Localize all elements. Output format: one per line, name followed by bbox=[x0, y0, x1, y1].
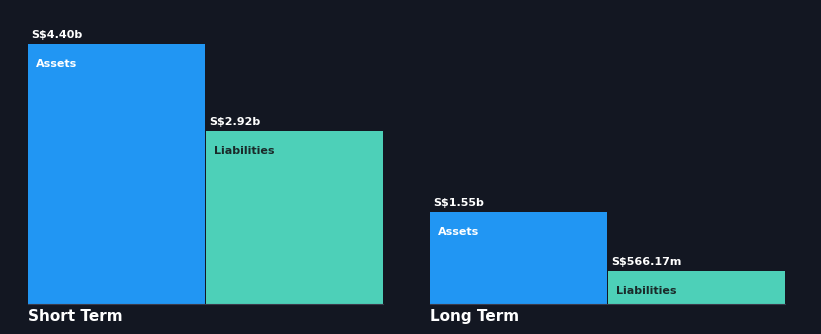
Text: Liabilities: Liabilities bbox=[616, 286, 677, 296]
Text: S$4.40b: S$4.40b bbox=[31, 30, 82, 40]
Bar bbox=[430, 212, 607, 304]
Bar bbox=[206, 132, 383, 304]
Text: S$2.92b: S$2.92b bbox=[209, 118, 260, 128]
Text: Short Term: Short Term bbox=[28, 309, 122, 324]
Text: S$1.55b: S$1.55b bbox=[433, 198, 484, 208]
Bar bbox=[608, 271, 785, 304]
Text: Liabilities: Liabilities bbox=[214, 146, 274, 156]
Text: Assets: Assets bbox=[36, 59, 77, 69]
Text: Assets: Assets bbox=[438, 227, 479, 237]
Bar bbox=[28, 44, 205, 304]
Text: S$566.17m: S$566.17m bbox=[611, 257, 681, 267]
Text: Long Term: Long Term bbox=[430, 309, 519, 324]
